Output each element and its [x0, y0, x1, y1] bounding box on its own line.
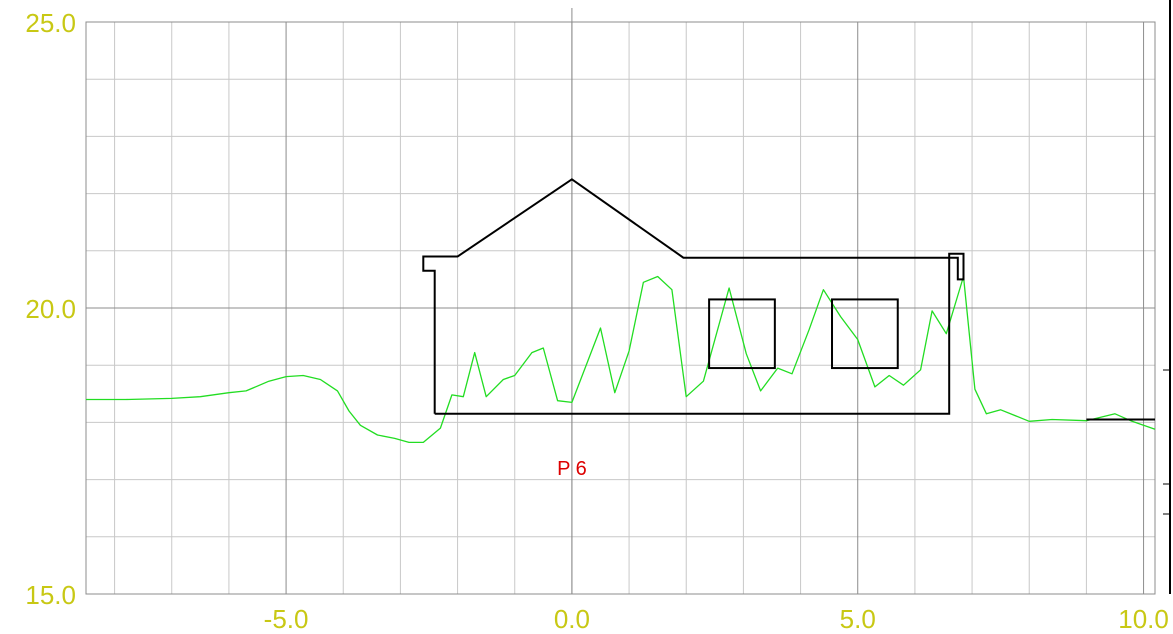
building-outline	[422, 178, 1155, 421]
right-edge-frame	[1163, 0, 1171, 594]
building-window	[831, 298, 899, 370]
marker-label: P 6	[557, 458, 587, 480]
tick-labels: -5.0 0.0 5.0 10.0 15.0 20.0 25.0	[25, 8, 1168, 634]
x-tick-label: 10.0	[1118, 604, 1169, 634]
y-tick-label: 25.0	[25, 8, 76, 38]
terrain-series	[86, 275, 1156, 444]
terrain-line	[86, 275, 1156, 444]
plot-border	[85, 21, 1156, 595]
y-tick-label: 20.0	[25, 294, 76, 324]
y-tick-label: 15.0	[25, 580, 76, 610]
plot-frame	[85, 21, 1156, 595]
grid	[86, 8, 1155, 595]
x-tick-label: 5.0	[840, 604, 876, 634]
building-wall-roof	[422, 178, 965, 415]
building-window	[708, 298, 776, 370]
x-tick-label: -5.0	[264, 604, 309, 634]
x-tick-label: 0.0	[554, 604, 590, 634]
